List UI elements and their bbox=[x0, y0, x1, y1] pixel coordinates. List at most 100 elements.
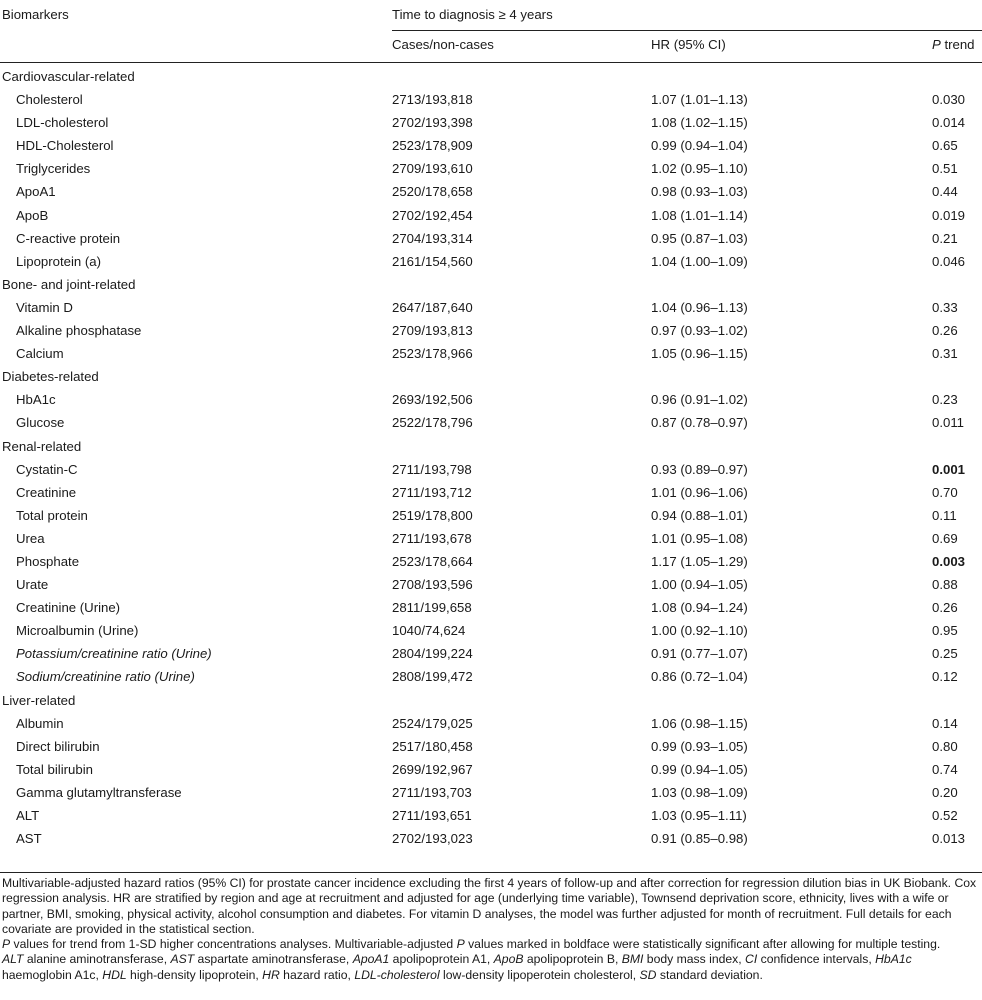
hazard-ratio: 1.08 (0.94–1.24) bbox=[651, 600, 748, 616]
abbreviation-definition: body mass index, bbox=[643, 952, 746, 967]
table-row: Gamma glutamyltransferase 2711/193,703 1.0… bbox=[0, 781, 982, 804]
biomarker-name: Vitamin D bbox=[16, 299, 73, 315]
biomarker-name: C-reactive protein bbox=[16, 230, 121, 246]
cases-non-cases: 2161/154,560 bbox=[392, 253, 473, 269]
section-heading-row: Cardiovascular-related bbox=[0, 65, 982, 88]
table-row: Microalbumin (Urine) 1040/74,624 1.00 (0.9… bbox=[0, 619, 982, 642]
p-trend: 0.019 bbox=[932, 207, 966, 223]
header-group-label: Time to diagnosis ≥ 4 years bbox=[392, 7, 553, 22]
p-trend: 0.80 bbox=[932, 738, 958, 754]
p-trend: 0.003 bbox=[932, 553, 966, 569]
table-row: Potassium/creatinine ratio (Urine) 2804/1… bbox=[0, 642, 982, 665]
abbreviation-definition: alanine aminotransferase, bbox=[23, 952, 171, 967]
biomarker-name: Triglycerides bbox=[16, 161, 91, 177]
table-footnotes: Multivariable-adjusted hazard ratios (95… bbox=[2, 876, 980, 983]
biomarker-name: Creatinine bbox=[16, 484, 77, 500]
section-heading-row: Liver-related bbox=[0, 689, 982, 712]
p-trend: 0.25 bbox=[932, 646, 958, 662]
hazard-ratio: 0.94 (0.88–1.01) bbox=[651, 507, 748, 523]
hazard-ratio: 0.86 (0.72–1.04) bbox=[651, 669, 748, 685]
cases-non-cases: 2647/187,640 bbox=[392, 299, 473, 315]
abbreviation-term: HbA1c bbox=[875, 952, 912, 967]
biomarker-name: Total protein bbox=[16, 507, 88, 523]
hazard-ratio: 0.93 (0.89–0.97) bbox=[651, 461, 748, 477]
header-p-rest: trend bbox=[940, 37, 975, 52]
biomarker-name: Lipoprotein (a) bbox=[16, 253, 102, 269]
p-trend: 0.013 bbox=[932, 831, 966, 847]
cases-non-cases: 2522/178,796 bbox=[392, 415, 473, 431]
biomarker-name: Gamma glutamyltransferase bbox=[16, 784, 182, 800]
section-heading-row: Diabetes-related bbox=[0, 365, 982, 388]
table-row: Sodium/creatinine ratio (Urine) 2808/199,… bbox=[0, 665, 982, 688]
table-row: Vitamin D 2647/187,640 1.04 (0.96–1.13) 0.3… bbox=[0, 296, 982, 319]
hazard-ratio: 1.03 (0.95–1.11) bbox=[651, 808, 747, 823]
p-trend: 0.046 bbox=[932, 253, 966, 269]
table-row: Glucose 2522/178,796 0.87 (0.78–0.97) 0.011 bbox=[0, 411, 982, 434]
biomarker-name: Potassium/creatinine ratio (Urine) bbox=[16, 646, 212, 662]
table-row: ApoA1 2520/178,658 0.98 (0.93–1.03) 0.44 bbox=[0, 180, 982, 203]
abbreviation-definition: low-density lipoperotein cholesterol, bbox=[439, 967, 640, 982]
p-trend: 0.26 bbox=[932, 323, 958, 339]
hazard-ratio: 1.01 (0.95–1.08) bbox=[651, 530, 748, 546]
biomarker-name: Cystatin-C bbox=[16, 461, 78, 477]
table-row: Triglycerides 2709/193,610 1.02 (0.95–1.10… bbox=[0, 157, 982, 180]
section-heading: Renal-related bbox=[2, 438, 82, 454]
section-heading: Liver-related bbox=[2, 692, 76, 708]
p-trend: 0.69 bbox=[932, 530, 958, 546]
p-trend: 0.44 bbox=[932, 184, 958, 200]
hazard-ratio: 1.02 (0.95–1.10) bbox=[651, 161, 748, 177]
hazard-ratio: 0.87 (0.78–0.97) bbox=[651, 415, 748, 431]
p-trend: 0.23 bbox=[932, 392, 958, 408]
abbreviation-term: AST bbox=[170, 952, 195, 967]
table-row: LDL-cholesterol 2702/193,398 1.08 (1.02–1.… bbox=[0, 111, 982, 134]
p-trend: 0.14 bbox=[932, 715, 958, 731]
abbreviation-term: LDL-cholesterol bbox=[354, 967, 440, 982]
hazard-ratio: 0.99 (0.94–1.04) bbox=[651, 138, 748, 154]
table-row: Urea 2711/193,678 1.01 (0.95–1.08) 0.69 bbox=[0, 527, 982, 550]
p-trend: 0.33 bbox=[932, 299, 958, 315]
p-trend: 0.21 bbox=[932, 230, 958, 246]
hazard-ratio: 1.04 (1.00–1.09) bbox=[651, 253, 748, 269]
section-heading: Bone- and joint-related bbox=[2, 276, 136, 292]
biomarker-name: Cholesterol bbox=[16, 92, 83, 108]
table-row: HDL-Cholesterol 2523/178,909 0.99 (0.94–1.… bbox=[0, 134, 982, 157]
abbreviation-definition: hazard ratio, bbox=[279, 967, 355, 982]
header-hr: HR (95% CI) bbox=[651, 37, 726, 52]
footnote-abbreviations: ALT alanine aminotransferase, AST aspart… bbox=[2, 952, 980, 983]
abbreviation-term: BMI bbox=[621, 952, 644, 967]
header-p-trend: P trend bbox=[932, 30, 975, 60]
header-cases: Cases/non-cases bbox=[392, 37, 494, 52]
section-heading: Cardiovascular-related bbox=[2, 69, 135, 84]
cases-non-cases: 2699/192,967 bbox=[392, 761, 473, 777]
p-trend: 0.88 bbox=[932, 577, 958, 593]
table-row: Cholesterol 2713/193,818 1.07 (1.01–1.13) 0… bbox=[0, 88, 982, 111]
hazard-ratio: 1.03 (0.98–1.09) bbox=[651, 784, 748, 800]
table-row: Calcium 2523/178,966 1.05 (0.96–1.15) 0.31 bbox=[0, 342, 982, 365]
hazard-ratio: 0.96 (0.91–1.02) bbox=[651, 392, 748, 408]
p-trend: 0.31 bbox=[932, 346, 958, 362]
abbreviation-term: ALT bbox=[2, 952, 24, 967]
p-trend: 0.20 bbox=[932, 784, 958, 800]
cases-non-cases: 2711/193,712 bbox=[392, 484, 472, 500]
hazard-ratio: 1.06 (0.98–1.15) bbox=[651, 715, 748, 731]
biomarker-name: ApoB bbox=[16, 207, 49, 223]
biomarker-name: Alkaline phosphatase bbox=[16, 323, 142, 339]
p-trend: 0.014 bbox=[932, 115, 966, 131]
biomarker-name: HbA1c bbox=[16, 392, 56, 408]
header-group-rule bbox=[392, 30, 982, 31]
table-body: Cardiovascular-related Cholesterol 2713/19… bbox=[0, 65, 982, 850]
biomarker-name: HDL-Cholesterol bbox=[16, 138, 114, 154]
table-row: Creatinine (Urine) 2811/199,658 1.08 (0.94… bbox=[0, 596, 982, 619]
table-bottom-rule bbox=[0, 872, 982, 873]
biomarker-name: ALT bbox=[16, 808, 40, 823]
hazard-ratio: 1.08 (1.01–1.14) bbox=[651, 207, 748, 223]
abbreviation-definition: aspartate aminotransferase, bbox=[194, 952, 353, 967]
cases-non-cases: 2804/199,224 bbox=[392, 646, 473, 662]
table-row: Urate 2708/193,596 1.00 (0.94–1.05) 0.88 bbox=[0, 573, 982, 596]
cases-non-cases: 2702/192,454 bbox=[392, 207, 473, 223]
cases-non-cases: 2704/193,314 bbox=[392, 230, 473, 246]
p-trend: 0.011 bbox=[932, 415, 965, 431]
biomarker-name: LDL-cholesterol bbox=[16, 115, 109, 131]
abbreviation-definition: apolipoprotein B, bbox=[523, 952, 622, 967]
hazard-ratio: 0.95 (0.87–1.03) bbox=[651, 230, 748, 246]
